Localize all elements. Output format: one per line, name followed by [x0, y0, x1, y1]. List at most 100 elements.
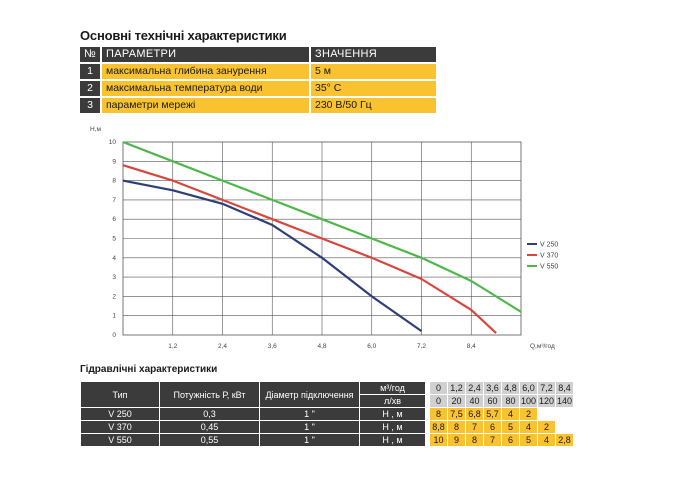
head-cell: 4 [538, 434, 555, 446]
head-cell: 8,8 [430, 421, 447, 433]
hyd-row-unit: Н , м [360, 408, 425, 420]
x-tick-label: 3,6 [268, 343, 277, 350]
hyd-row-diameter: 1 " [260, 421, 359, 433]
flow-lmin-cell: 120 [538, 395, 555, 407]
spec-row-num: 1 [80, 64, 100, 79]
hyd-header-diameter: Діаметр підключення [260, 382, 359, 407]
hyd-row-diameter: 1 " [260, 408, 359, 420]
flow-lmin-cell: 20 [448, 395, 465, 407]
flow-lmin-cell: 100 [520, 395, 537, 407]
spec-row-num: 3 [80, 98, 100, 113]
spec-row-value: 35° С [311, 81, 436, 96]
flow-m3-cell: 8,4 [556, 382, 573, 394]
flow-lmin-cell: 80 [502, 395, 519, 407]
hyd-row-power: 0,3 [160, 408, 259, 420]
hyd-row-type: V 250 [81, 408, 159, 420]
x-tick-label: 1,2 [168, 343, 177, 350]
flow-m3-cell: 1,2 [448, 382, 465, 394]
hydraulic-table: Тип Потужність Р, кВт Діаметр підключенн… [80, 381, 574, 447]
head-cell: 7,5 [448, 408, 465, 420]
x-axis-label: Q,м³/год [530, 343, 555, 350]
flow-m3-cell: 4,8 [502, 382, 519, 394]
spec-row-value: 230 В/50 Гц [311, 98, 436, 113]
head-cell: 2,8 [556, 434, 573, 446]
spec-row-param: максимальна температура води [102, 81, 309, 96]
hyd-header-power: Потужність Р, кВт [160, 382, 259, 407]
head-cell: 7 [484, 434, 501, 446]
head-cell: 5 [502, 421, 519, 433]
y-tick-label: 8 [112, 178, 116, 185]
hyd-row-unit: Н , м [360, 421, 425, 433]
series-line-v250 [122, 179, 423, 333]
head-cell: 2 [520, 408, 537, 420]
hyd-header-row-1: Тип Потужність Р, кВт Діаметр підключенн… [81, 382, 573, 407]
hyd-row-type: V 550 [81, 434, 159, 446]
spec-row: 2 максимальна температура води 35° С [80, 81, 436, 96]
y-tick-label: 10 [109, 139, 117, 146]
x-tick-label: 4,8 [317, 343, 326, 350]
hyd-row-type: V 370 [81, 421, 159, 433]
head-cell: 8 [430, 408, 447, 420]
head-cell: 2 [538, 421, 555, 433]
spec-row: 1 максимальна глибина занурення 5 м [80, 64, 436, 79]
head-cell: 4 [502, 408, 519, 420]
hydraulic-title: Гідравлічні характеристики [80, 364, 218, 375]
y-tick-label: 2 [112, 293, 116, 300]
head-cell [556, 408, 573, 420]
spec-table: № ПАРАМЕТРИ ЗНАЧЕННЯ 1 максимальна глиби… [80, 47, 436, 115]
y-tick-label: 3 [112, 274, 116, 281]
page-title: Основні технічні характеристики [80, 28, 287, 43]
hyd-header-row-2: л/хв 0 20 40 60 80 100 120 140 [81, 395, 573, 407]
head-cell: 5,7 [484, 408, 501, 420]
hyd-row: V 370 0,45 1 " Н , м 8,8 8 7 6 5 4 2 [81, 421, 573, 433]
head-cell: 5 [520, 434, 537, 446]
y-tick-label: 0 [112, 332, 116, 339]
flow-lmin-cell: 0 [430, 395, 447, 407]
head-cell: 6 [484, 421, 501, 433]
spec-header-row: № ПАРАМЕТРИ ЗНАЧЕННЯ [80, 47, 436, 62]
hyd-header-type: Тип [81, 382, 159, 407]
x-tick-label: 8,4 [467, 343, 476, 350]
x-tick-label: 2,4 [218, 343, 227, 350]
x-tick-label: 7,2 [417, 343, 426, 350]
y-tick-label: 7 [112, 197, 116, 204]
spec-row-value: 5 м [311, 64, 436, 79]
flow-m3-cell: 2,4 [466, 382, 483, 394]
hyd-header-unit-lmin: л/хв [360, 395, 425, 407]
spec-row-param: параметри мережі [102, 98, 309, 113]
spec-row-num: 2 [80, 81, 100, 96]
x-tick-label: 6,0 [367, 343, 376, 350]
spec-header-value: ЗНАЧЕННЯ [311, 47, 436, 62]
head-cell: 8 [466, 434, 483, 446]
flow-m3-cell: 0 [430, 382, 447, 394]
legend-label: V 550 [540, 264, 558, 271]
hyd-row-unit: Н , м [360, 434, 425, 446]
head-cell: 6,8 [466, 408, 483, 420]
spec-header-param: ПАРАМЕТРИ [102, 47, 309, 62]
flow-lmin-cell: 140 [556, 395, 573, 407]
head-cell: 6 [502, 434, 519, 446]
spec-row-param: максимальна глибина занурення [102, 64, 309, 79]
y-tick-label: 9 [112, 158, 116, 165]
hyd-row: V 550 0,55 1 " Н , м 10 9 8 7 6 5 4 2,8 [81, 434, 573, 446]
hyd-row-power: 0,55 [160, 434, 259, 446]
y-tick-label: 6 [112, 216, 116, 223]
head-cell: 8 [448, 421, 465, 433]
flow-lmin-cell: 60 [484, 395, 501, 407]
y-tick-label: 1 [112, 313, 116, 320]
chart-ticks: 0 1 2 3 4 5 6 7 8 9 10 1,2 2,4 3,6 4,8 6,0 7,2 8,4 [109, 139, 476, 350]
head-cell: 9 [448, 434, 465, 446]
legend-label: V 370 [540, 253, 558, 260]
head-cell [538, 408, 555, 420]
chart-legend: V 250 V 370 V 550 [527, 242, 558, 271]
flow-m3-cell: 7,2 [538, 382, 555, 394]
spec-header-num: № [80, 47, 100, 62]
hyd-row: V 250 0,3 1 " Н , м 8 7,5 6,8 5,7 4 2 [81, 408, 573, 420]
flow-lmin-cell: 40 [466, 395, 483, 407]
flow-m3-cell: 6,0 [520, 382, 537, 394]
hyd-row-power: 0,45 [160, 421, 259, 433]
y-tick-label: 5 [112, 236, 116, 243]
hyd-header-unit-m3: м³/год [360, 382, 425, 394]
chart-series [122, 140, 522, 334]
